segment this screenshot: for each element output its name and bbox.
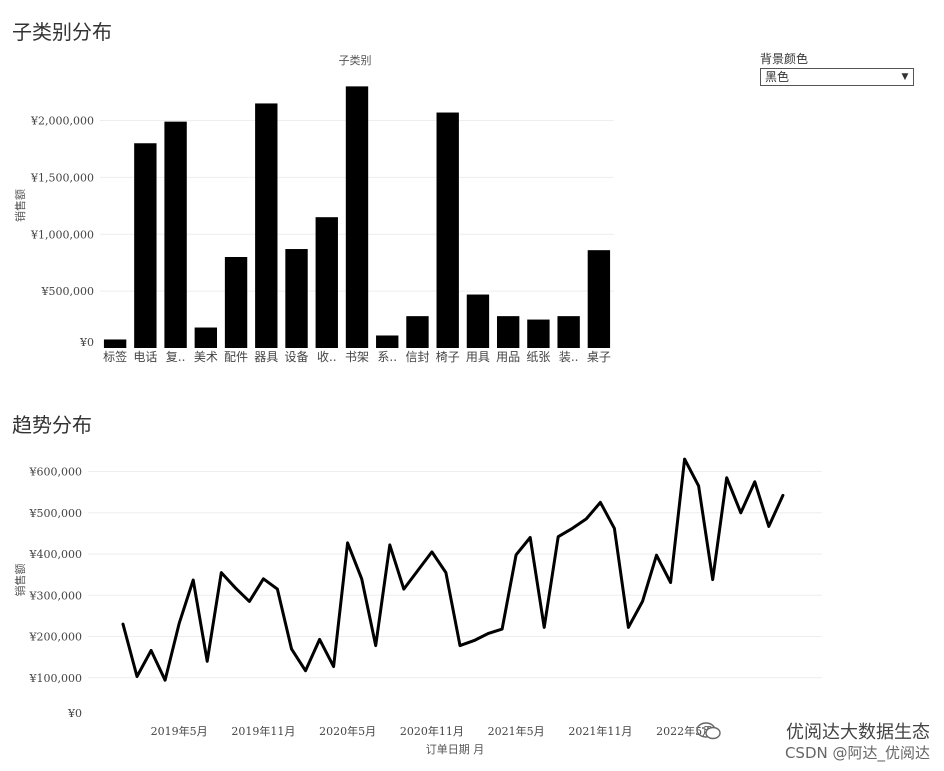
bar-y-tick-label: ¥1,500,000	[30, 171, 94, 184]
line-x-tick-label: 2019年5月	[151, 724, 208, 738]
bar-category-label: 收..	[317, 350, 337, 364]
line-y-tick-label: ¥200,000	[29, 631, 83, 644]
filter-selected-value: 黑色	[765, 70, 790, 84]
line-y-tick-label: ¥500,000	[29, 507, 83, 520]
line-y-axis-title: 销售额	[13, 564, 27, 597]
filter-label: 背景颜色	[760, 52, 809, 66]
bar-category-label: 复..	[166, 350, 186, 364]
bar-category-label: 装..	[559, 350, 579, 364]
bar-1	[134, 143, 157, 348]
bar-y-tick-label: ¥1,000,000	[30, 228, 94, 241]
line-x-tick-label: 2020年11月	[400, 724, 464, 738]
bar-2	[164, 121, 187, 348]
bar-13	[496, 316, 520, 348]
trend-section-title: 趋势分布	[12, 413, 92, 437]
line-y-tick-label: ¥100,000	[29, 672, 83, 685]
bar-3	[194, 327, 218, 348]
subcategory-section-title: 子类别分布	[12, 20, 112, 44]
watermark-csdn: CSDN @阿达_优阅达	[784, 744, 930, 762]
bar-category-label: 信封	[405, 350, 429, 364]
line-x-tick-label: 2021年5月	[488, 724, 545, 738]
bar-12	[466, 294, 490, 348]
bar-category-label: 用具	[466, 350, 490, 364]
bar-y-tick-label: ¥0	[79, 336, 94, 349]
bar-category-label: 纸张	[526, 350, 550, 364]
bar-category-label: 美术	[194, 350, 218, 364]
bar-category-label: 书架	[345, 350, 369, 364]
bar-5	[255, 103, 278, 348]
line-y-tick-label: ¥400,000	[29, 548, 83, 561]
bar-category-label: 设备	[285, 350, 309, 364]
line-x-tick-label: 2019年11月	[231, 724, 295, 738]
wechat-logo-icon	[696, 722, 721, 740]
line-x-tick-label: 2021年11月	[568, 724, 632, 738]
bar-y-axis-title: 销售额	[13, 189, 27, 222]
background-color-filter: 背景颜色 黑色 ▼	[760, 50, 916, 86]
bar-15	[557, 316, 580, 348]
bar-column-header: 子类别	[339, 53, 372, 67]
bar-9	[376, 335, 399, 348]
line-x-axis-title: 订单日期 月	[426, 743, 485, 756]
bar-y-tick-label: ¥500,000	[41, 285, 95, 298]
bar-category-label: 配件	[224, 350, 248, 364]
bar-category-label: 系..	[377, 350, 397, 364]
bar-10	[406, 316, 429, 348]
watermark-brand: 优阅达大数据生态	[786, 722, 930, 743]
bar-category-label: 电话	[133, 350, 157, 364]
dropdown-arrow-icon[interactable]: ▼	[901, 72, 909, 82]
bar-16	[587, 250, 611, 348]
sales-trend-line	[121, 457, 785, 682]
bar-7	[315, 217, 338, 348]
bar-category-label: 用品	[496, 350, 520, 364]
bar-14	[527, 319, 550, 348]
bar-11	[436, 112, 459, 348]
line-x-tick-label: 2020年5月	[319, 724, 376, 738]
background-color-select[interactable]: 黑色 ▼	[760, 68, 914, 86]
bar-category-label: 标签	[103, 349, 127, 364]
bar-4	[224, 257, 248, 348]
bar-y-tick-label: ¥2,000,000	[30, 115, 94, 128]
line-y-tick-label: ¥600,000	[29, 466, 83, 479]
line-y-tick-label: ¥300,000	[29, 589, 83, 602]
bar-6	[285, 249, 308, 348]
line-y-tick-label: ¥0	[67, 707, 82, 720]
bar-category-label: 器具	[254, 350, 278, 364]
bar-8	[345, 86, 369, 348]
bar-category-label: 椅子	[436, 350, 460, 364]
bar-category-label: 桌子	[587, 350, 611, 364]
bar-0	[103, 339, 127, 348]
